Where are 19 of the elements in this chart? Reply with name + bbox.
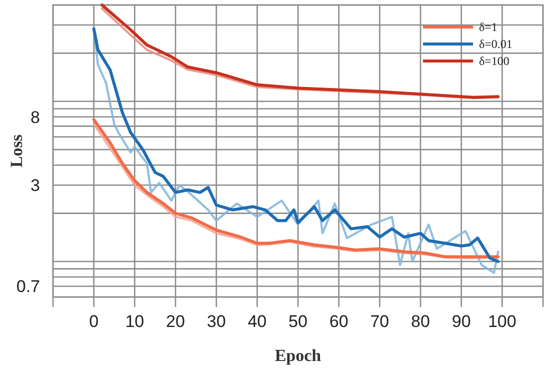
x-tick-label: 40: [248, 312, 267, 331]
x-tick-label: 20: [166, 312, 185, 331]
x-tick-label: 0: [89, 312, 99, 331]
legend-label: δ=0.01: [479, 37, 512, 52]
y-tick-label: 8: [30, 108, 40, 127]
x-tick-label: 80: [411, 312, 430, 331]
x-tick-label: 10: [125, 312, 144, 331]
x-tick-label: 50: [288, 312, 308, 331]
x-tick-label: 60: [329, 312, 348, 331]
y-tick-label: 3: [30, 176, 40, 196]
x-tick-label: 30: [206, 312, 226, 331]
legend-label: δ=100: [479, 54, 510, 68]
legend-label: δ=1: [479, 20, 498, 34]
x-tick-label: 90: [452, 312, 471, 331]
y-tick-label: 0.7: [16, 277, 40, 296]
x-axis-title: Epoch: [274, 346, 322, 365]
x-tick-label: 70: [370, 312, 390, 331]
x-tick-label: 100: [488, 312, 516, 331]
y-axis-title: Loss: [7, 134, 26, 168]
